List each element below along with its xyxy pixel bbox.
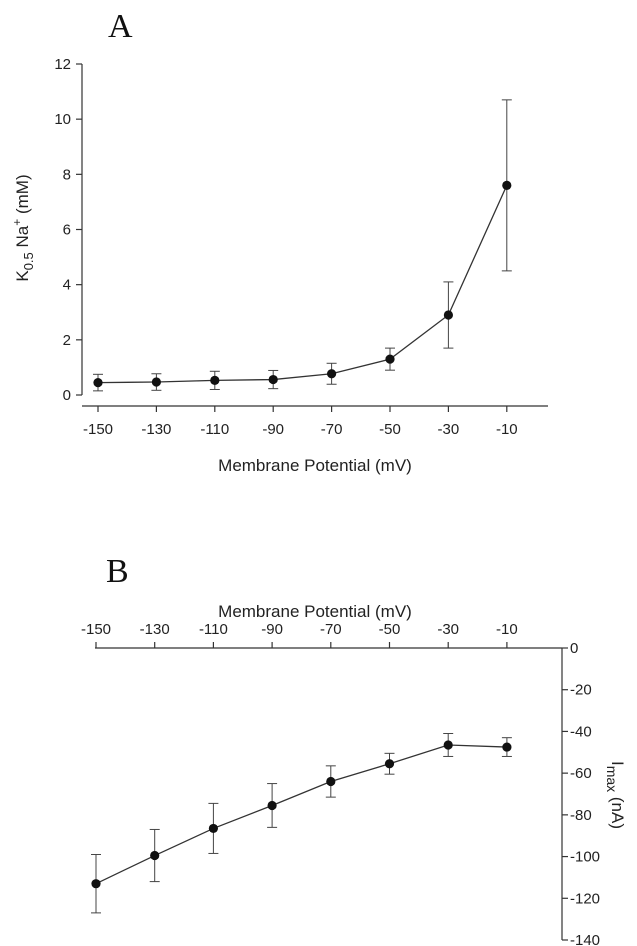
data-point	[326, 776, 336, 787]
y-axis-title: Imax (nA)	[604, 761, 627, 829]
y-tick-label: -140	[570, 932, 600, 946]
x-tick-label: -150	[83, 421, 113, 438]
panel-a-label: A	[108, 8, 133, 45]
y-tick-label: 2	[63, 332, 71, 349]
x-tick-label: -10	[496, 421, 518, 438]
x-tick-label: -10	[496, 621, 518, 638]
x-tick-label: -50	[379, 421, 401, 438]
panel-b-label: B	[106, 553, 129, 590]
x-tick-label: -90	[261, 621, 283, 638]
x-tick-label: -30	[438, 421, 460, 438]
data-point	[443, 310, 453, 320]
y-tick-label: -100	[570, 849, 600, 866]
data-point	[91, 879, 101, 889]
x-tick-label: -70	[320, 621, 342, 638]
data-point	[93, 377, 103, 388]
x-tick-label: -110	[199, 621, 228, 638]
data-point	[150, 850, 160, 861]
y-tick-label: -20	[570, 682, 592, 699]
x-tick-label: -90	[262, 421, 284, 438]
data-point	[151, 377, 161, 387]
y-tick-label: 0	[63, 387, 71, 404]
data-point	[208, 823, 218, 834]
x-axis-title: Membrane Potential (mV)	[218, 602, 412, 621]
y-tick-label: 8	[63, 166, 71, 183]
x-tick-label: -70	[321, 421, 343, 438]
y-tick-label: -60	[570, 765, 592, 782]
data-point	[385, 354, 395, 364]
data-point	[210, 375, 220, 385]
x-tick-label: -50	[379, 621, 401, 638]
y-tick-label: 0	[570, 640, 578, 657]
y-tick-label: 10	[54, 111, 71, 128]
series-line	[95, 744, 507, 885]
data-point	[267, 800, 277, 811]
y-tick-label: -80	[570, 807, 592, 824]
data-point	[502, 180, 512, 190]
x-tick-label: -130	[140, 621, 170, 638]
x-tick-label: -110	[200, 421, 229, 438]
data-point	[502, 742, 512, 752]
data-point	[443, 740, 453, 750]
y-tick-label: -40	[570, 723, 592, 740]
chart-a: 0 2 4 6 8 10 12 -150 -130 -110 -90 -70 -50 -30 -10 Memb…	[10, 56, 548, 475]
x-axis-title: Membrane Potential (mV)	[218, 456, 412, 475]
data-point	[327, 369, 337, 379]
y-tick-label: 12	[54, 56, 71, 73]
x-tick-label: -130	[141, 421, 171, 438]
data-point	[268, 374, 278, 385]
y-tick-label: 6	[63, 222, 71, 239]
x-tick-label: -30	[437, 621, 459, 638]
y-tick-label: -120	[570, 890, 600, 907]
y-tick-label: 4	[63, 277, 71, 294]
series-line	[97, 185, 508, 384]
y-axis-title: K0.5 Na+ (mM)	[10, 174, 36, 281]
x-tick-label: -150	[81, 621, 111, 638]
data-point	[384, 759, 395, 769]
